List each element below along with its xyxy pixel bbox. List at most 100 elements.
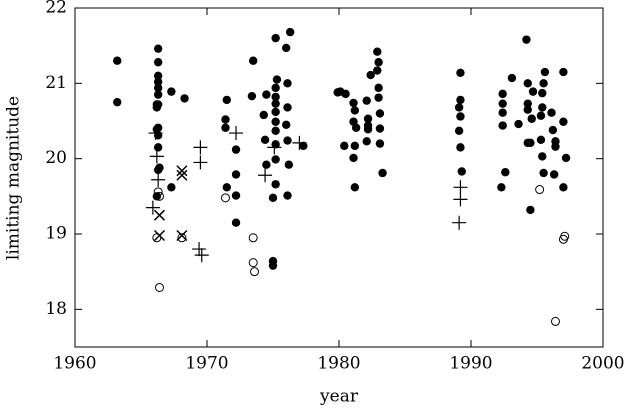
point — [535, 185, 545, 195]
point — [526, 138, 535, 148]
point — [561, 153, 571, 163]
point — [271, 107, 280, 117]
point — [522, 35, 531, 44]
point — [456, 95, 465, 105]
point — [456, 68, 465, 77]
y-tick-label: 19 — [45, 224, 67, 244]
point — [153, 83, 163, 93]
point — [350, 141, 360, 151]
point — [523, 79, 532, 88]
point — [271, 117, 280, 126]
point — [153, 58, 163, 67]
point — [231, 145, 241, 154]
point — [231, 191, 241, 200]
point — [268, 261, 278, 270]
x-tick-label: 2000 — [581, 354, 624, 374]
point — [153, 187, 163, 197]
point — [193, 155, 208, 170]
point — [349, 153, 358, 163]
point — [153, 143, 163, 152]
point — [176, 165, 188, 177]
x-tick-label: 1990 — [449, 354, 492, 374]
point — [167, 183, 176, 192]
point — [220, 193, 230, 203]
point — [497, 183, 506, 192]
point — [248, 258, 258, 268]
point — [527, 114, 536, 123]
y-axis-label: limiting magnitude — [4, 96, 24, 260]
point — [514, 119, 523, 129]
point — [153, 44, 163, 53]
point — [374, 58, 383, 67]
point — [341, 89, 350, 99]
point — [538, 152, 547, 161]
point — [271, 155, 280, 164]
point — [539, 168, 548, 178]
point — [559, 117, 568, 126]
point — [259, 110, 268, 120]
point — [153, 77, 163, 87]
point — [271, 180, 280, 189]
point — [523, 99, 532, 108]
point — [222, 183, 231, 192]
point — [457, 167, 466, 176]
point — [272, 75, 282, 84]
point — [292, 135, 307, 150]
point — [113, 97, 122, 107]
point — [248, 233, 258, 243]
point — [271, 83, 280, 93]
point — [540, 67, 550, 77]
point — [271, 92, 280, 102]
x-tick-label: 1960 — [53, 354, 96, 374]
point — [362, 137, 371, 146]
point — [145, 200, 160, 215]
point — [271, 99, 280, 108]
point — [167, 87, 176, 96]
point — [268, 193, 278, 203]
point — [498, 121, 507, 130]
point — [340, 141, 349, 151]
point — [192, 242, 207, 257]
point — [538, 88, 547, 98]
point — [262, 90, 271, 99]
point — [231, 170, 241, 179]
point — [350, 106, 360, 115]
point — [271, 126, 280, 135]
y-tick-label: 18 — [45, 299, 67, 319]
point — [547, 108, 556, 117]
point — [523, 105, 532, 114]
point — [366, 70, 375, 80]
point — [498, 108, 507, 117]
point — [548, 125, 558, 135]
point — [221, 115, 230, 124]
point — [350, 183, 360, 192]
point — [375, 109, 385, 118]
y-tick-label: 21 — [45, 73, 67, 93]
point — [498, 99, 507, 108]
point — [526, 205, 535, 215]
point — [283, 79, 292, 88]
point — [528, 87, 538, 96]
point — [349, 98, 358, 108]
point — [193, 140, 208, 155]
point — [176, 229, 188, 242]
point — [549, 170, 559, 179]
point — [153, 229, 166, 242]
point — [375, 124, 385, 133]
point — [560, 231, 570, 241]
point — [271, 140, 280, 149]
point — [375, 139, 385, 148]
point — [374, 83, 383, 93]
point — [536, 111, 546, 120]
point — [373, 66, 382, 75]
point — [538, 103, 547, 112]
point — [247, 91, 257, 101]
point — [374, 93, 383, 102]
point — [258, 168, 273, 183]
point — [536, 135, 546, 145]
x-axis-label: year — [319, 387, 359, 407]
point — [152, 103, 162, 112]
point — [498, 89, 507, 99]
point — [283, 136, 292, 145]
